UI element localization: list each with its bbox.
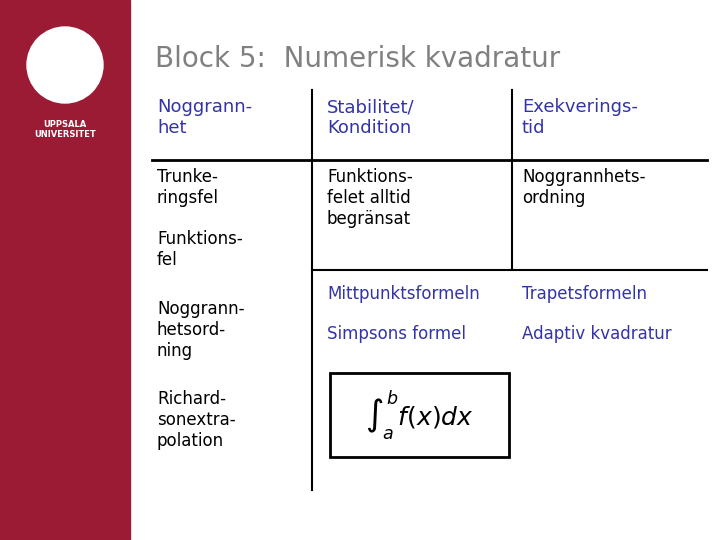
Bar [0,0,130,540]
Text: Adaptiv kvadratur: Adaptiv kvadratur [522,325,672,343]
Circle shape [27,27,103,103]
Text: Noggrann-
het: Noggrann- het [157,98,252,137]
Text: Noggrann-
hetsord-
ning: Noggrann- hetsord- ning [157,300,245,360]
Text: Mittpunktsformeln: Mittpunktsformeln [327,285,480,303]
Text: Simpsons formel: Simpsons formel [327,325,466,343]
Text: UPPSALA
UNIVERSITET: UPPSALA UNIVERSITET [34,120,96,139]
Text: Trunke-
ringsfel: Trunke- ringsfel [157,168,219,207]
Text: Exekverings-
tid: Exekverings- tid [522,98,638,137]
FancyBboxPatch shape [330,373,509,457]
Text: Funktions-
fel: Funktions- fel [157,230,243,269]
Text: Funktions-
felet alltid
begränsat: Funktions- felet alltid begränsat [327,168,413,227]
Text: Richard-
sonextra-
polation: Richard- sonextra- polation [157,390,235,450]
Text: Noggrannhets-
ordning: Noggrannhets- ordning [522,168,646,207]
Text: $\int_a^b f(x)dx$: $\int_a^b f(x)dx$ [365,388,474,442]
Text: Trapetsformeln: Trapetsformeln [522,285,647,303]
Text: Stabilitet/
Kondition: Stabilitet/ Kondition [327,98,415,137]
Text: Block 5:  Numerisk kvadratur: Block 5: Numerisk kvadratur [155,45,560,73]
